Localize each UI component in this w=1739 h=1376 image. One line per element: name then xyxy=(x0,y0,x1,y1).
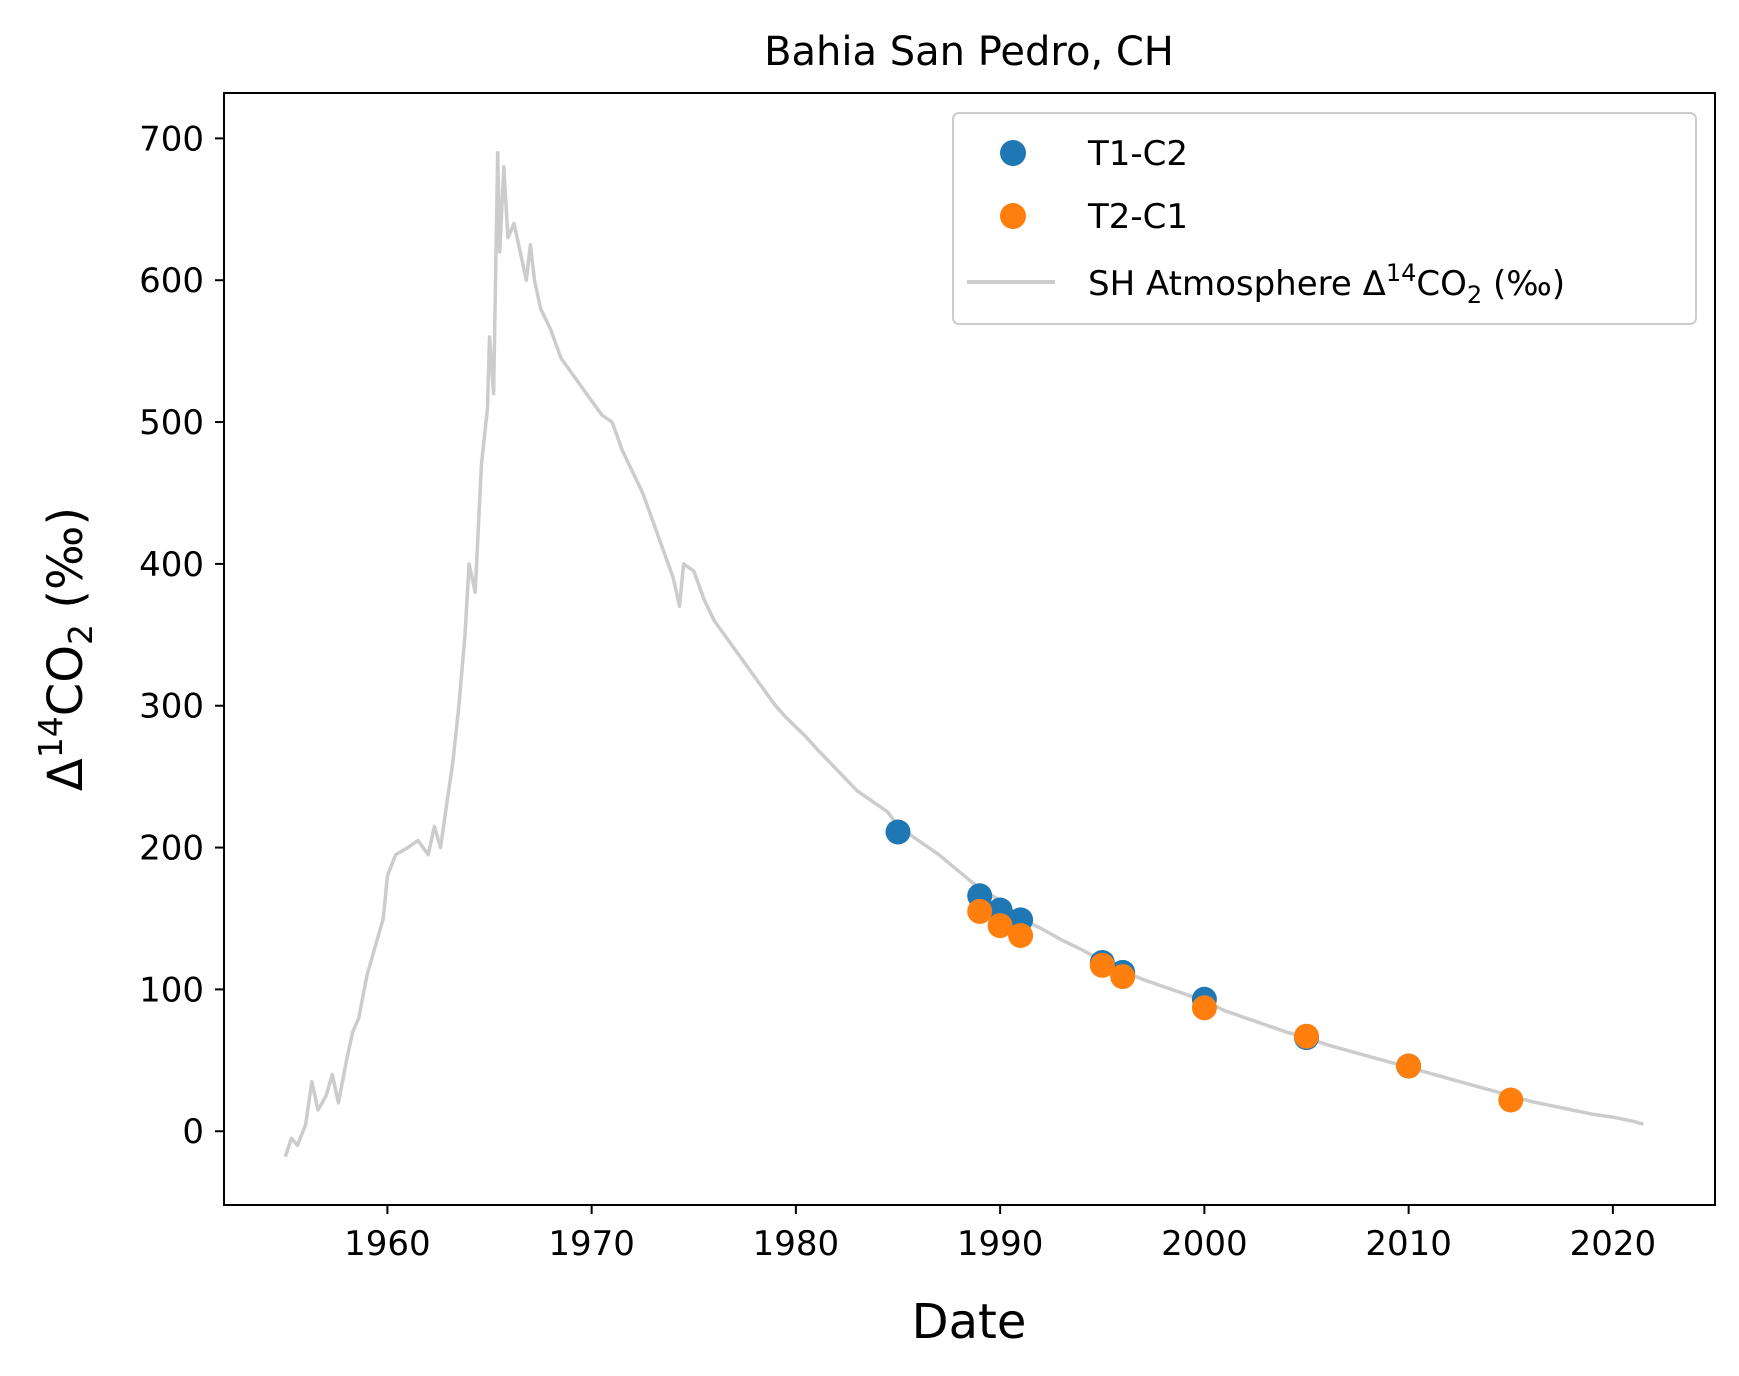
y-tick-label-200: 200 xyxy=(139,829,204,869)
plot-frame xyxy=(223,92,1716,1206)
atmosphere-line-layer xyxy=(283,150,1644,1158)
y-tick-label-700: 700 xyxy=(139,119,204,159)
legend-label-sh-subscript: 2 xyxy=(1467,281,1482,309)
legend: T1-C2 T2-C1 SH Atmosphere Δ14CO2 (‰) xyxy=(952,112,1697,325)
legend-label-t2-c1: T2-C1 xyxy=(1087,197,1188,237)
legend-label-sh-atmosphere: SH Atmosphere Δ14CO2 (‰) xyxy=(1088,259,1565,309)
x-tick-label-1970: 1970 xyxy=(548,1224,635,1264)
point-t2-c1-1 xyxy=(987,913,1013,939)
legend-label-sh-prefix: SH Atmosphere Δ xyxy=(1088,264,1386,304)
scatter-layer xyxy=(885,819,1524,1113)
legend-label-t1-c2: T1-C2 xyxy=(1087,134,1188,174)
y-tick-label-0: 0 xyxy=(182,1112,204,1152)
y-axis-label-prefix: Δ xyxy=(38,758,94,791)
legend-marker-t2-c1 xyxy=(1000,203,1026,229)
x-axis-label: Date xyxy=(912,1294,1027,1350)
point-t2-c1-2 xyxy=(1008,923,1034,948)
x-tick-label-1990: 1990 xyxy=(957,1224,1044,1264)
point-t2-c1-8 xyxy=(1498,1087,1524,1113)
y-tick-label-100: 100 xyxy=(139,970,204,1010)
y-tick-label-400: 400 xyxy=(139,545,204,585)
legend-label-sh-main: CO xyxy=(1416,264,1467,304)
sh-atmosphere-line xyxy=(283,150,1644,1158)
y-axis-label-suffix: (‰) xyxy=(38,507,94,624)
y-tick-label-500: 500 xyxy=(139,403,204,443)
point-t2-c1-5 xyxy=(1191,995,1217,1021)
y-axis-label-subscript: 2 xyxy=(61,624,100,645)
point-t2-c1-7 xyxy=(1396,1053,1422,1079)
legend-box xyxy=(952,112,1697,325)
y-axis-label-main: CO xyxy=(38,645,94,716)
point-t2-c1-6 xyxy=(1294,1023,1319,1049)
y-axis-ticks: 0 100 200 300 400 500 600 700 xyxy=(139,119,224,1152)
x-tick-label-1960: 1960 xyxy=(344,1224,431,1264)
y-tick-label-300: 300 xyxy=(139,687,204,727)
y-tick-label-600: 600 xyxy=(139,261,204,301)
legend-label-sh-suffix: (‰) xyxy=(1482,264,1565,304)
legend-label-sh-superscript: 14 xyxy=(1386,259,1417,287)
point-t1-c2-0 xyxy=(885,819,911,845)
point-t2-c1-3 xyxy=(1089,952,1115,978)
y-axis-label-superscript: 14 xyxy=(31,716,70,758)
y-axis-label: Δ14CO2 (‰) xyxy=(31,507,100,791)
x-tick-label-2010: 2010 xyxy=(1365,1224,1452,1264)
point-t2-c1-0 xyxy=(967,898,993,924)
x-tick-label-1980: 1980 xyxy=(753,1224,840,1264)
point-t2-c1-4 xyxy=(1110,964,1136,990)
x-tick-label-2020: 2020 xyxy=(1570,1224,1657,1264)
legend-marker-t1-c2 xyxy=(1000,140,1026,166)
x-axis-ticks: 1960 1970 1980 1990 2000 2010 2020 xyxy=(344,1205,1656,1264)
chart-title: Bahia San Pedro, CH xyxy=(764,29,1174,75)
x-tick-label-2000: 2000 xyxy=(1161,1224,1248,1264)
